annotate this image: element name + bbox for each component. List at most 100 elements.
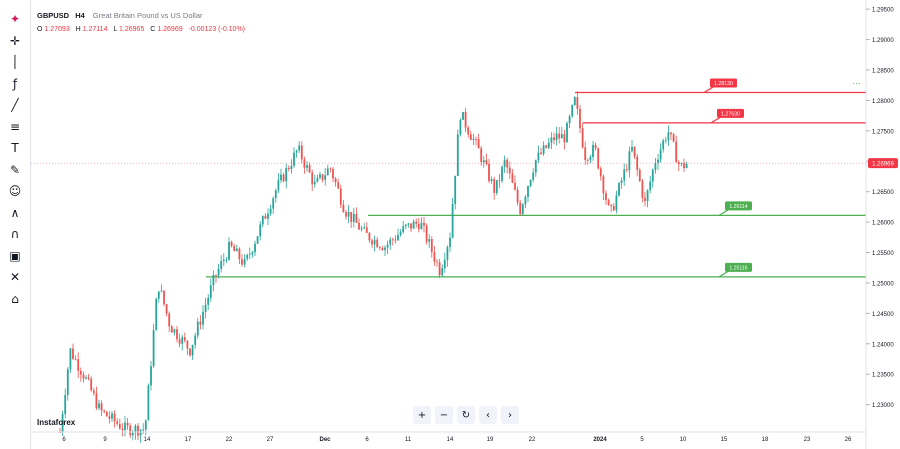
candle-body: [542, 145, 545, 154]
candle-body: [495, 180, 498, 194]
lock-icon[interactable]: ▣: [9, 248, 21, 263]
candle-body: [493, 179, 496, 194]
reset-chart-button[interactable]: ↻: [457, 406, 475, 424]
text-icon[interactable]: T: [11, 141, 19, 155]
candle-body: [391, 239, 394, 241]
candle-body: [124, 422, 126, 431]
candle-body: [259, 224, 262, 237]
candle-body: [605, 193, 607, 201]
candle-body: [337, 182, 340, 189]
candle-body: [238, 248, 241, 260]
trendline-icon[interactable]: ╱: [11, 98, 19, 112]
level-label-box: [710, 78, 737, 88]
candle-body: [677, 162, 680, 165]
more-options-icon[interactable]: ···: [852, 78, 861, 88]
time-tick-label: 11: [405, 437, 412, 443]
candle-body: [576, 97, 579, 109]
candle-body: [280, 174, 282, 181]
candle-body: [277, 180, 280, 191]
emoji-icon[interactable]: ☺: [8, 184, 22, 198]
candle-body: [168, 313, 171, 327]
candle-body: [365, 227, 368, 233]
trash-icon[interactable]: ✕: [9, 270, 21, 284]
candle-body: [402, 226, 405, 233]
candle-body: [516, 189, 519, 203]
candlestick-series: [59, 91, 688, 443]
chart-type-icon[interactable]: │: [11, 55, 19, 69]
crosshair-icon[interactable]: ✛: [9, 33, 21, 48]
candle-body: [95, 393, 98, 409]
candle-body: [155, 298, 158, 331]
high-label: H: [75, 26, 81, 33]
candle-body: [274, 190, 277, 199]
candle-body: [92, 390, 95, 394]
candle-body: [129, 425, 132, 436]
candle-body: [646, 190, 649, 202]
pattern-icon[interactable]: ∧: [10, 205, 20, 220]
price-tick-label: 1.27500: [872, 129, 894, 135]
candle-body: [425, 225, 428, 242]
candle-body: [61, 414, 64, 433]
candle-body: [498, 180, 501, 181]
time-tick-label: 9: [103, 437, 107, 443]
candle-body: [85, 377, 87, 379]
candle-body: [287, 167, 290, 170]
scroll-right-button[interactable]: ›: [501, 406, 519, 424]
candle-body: [599, 168, 602, 177]
candle-body: [66, 369, 69, 395]
candle-body: [248, 254, 251, 255]
zoom-in-button[interactable]: +: [413, 406, 431, 424]
candle-body: [256, 236, 259, 244]
candle-body: [529, 179, 532, 187]
candle-body: [683, 163, 685, 169]
candle-body: [472, 138, 475, 140]
candle-body: [644, 197, 646, 202]
scroll-left-button[interactable]: ‹: [479, 406, 497, 424]
candle-body: [501, 166, 503, 181]
symbol-label[interactable]: GBPUSD: [37, 11, 70, 20]
brush-icon[interactable]: ✎: [9, 162, 21, 177]
time-tick-label: 18: [762, 437, 769, 443]
candle-body: [373, 239, 376, 245]
timeframe-label[interactable]: H4: [75, 11, 85, 20]
level-label: 1.25116: [729, 265, 747, 271]
level-label-box: [717, 108, 744, 118]
logo-icon[interactable]: ✦: [9, 12, 21, 26]
candle-body: [657, 159, 659, 164]
candle-body: [285, 167, 288, 182]
low-label: L: [113, 26, 118, 33]
candle-body: [597, 148, 600, 169]
candle-body: [612, 206, 615, 211]
price-tick-label: 1.26000: [872, 221, 894, 227]
candle-body: [488, 163, 490, 181]
candle-body: [430, 239, 433, 252]
candle-body: [220, 260, 223, 269]
level-label: 1.26114: [729, 204, 747, 210]
candle-body: [118, 423, 121, 429]
time-tick-label: 17: [185, 437, 192, 443]
candle-body: [623, 169, 626, 181]
settings-icon[interactable]: ⌂: [11, 291, 19, 306]
candle-body: [339, 188, 342, 205]
candle-body: [308, 165, 311, 173]
candle-body: [82, 374, 85, 379]
candle-body: [98, 403, 100, 409]
candle-body: [212, 274, 215, 286]
candle-body: [306, 165, 308, 168]
candle-body: [282, 174, 285, 182]
candle-body: [342, 204, 345, 213]
current-price-marker: 1.26969: [31, 158, 898, 169]
candle-body: [303, 159, 306, 168]
magnet-icon[interactable]: ∩: [10, 227, 20, 241]
time-tick-label: 15: [721, 437, 728, 443]
indicators-icon[interactable]: ƒ: [12, 76, 18, 91]
zoom-out-button[interactable]: −: [435, 406, 453, 424]
price-axis: 1.295001.290001.285001.280001.275001.270…: [865, 0, 894, 449]
fib-icon[interactable]: ≡: [9, 119, 21, 134]
candle-body: [334, 178, 337, 183]
time-tick-label: 10: [680, 437, 687, 443]
candle-body: [196, 321, 199, 336]
candle-body: [680, 163, 683, 165]
candle-body: [436, 261, 438, 263]
